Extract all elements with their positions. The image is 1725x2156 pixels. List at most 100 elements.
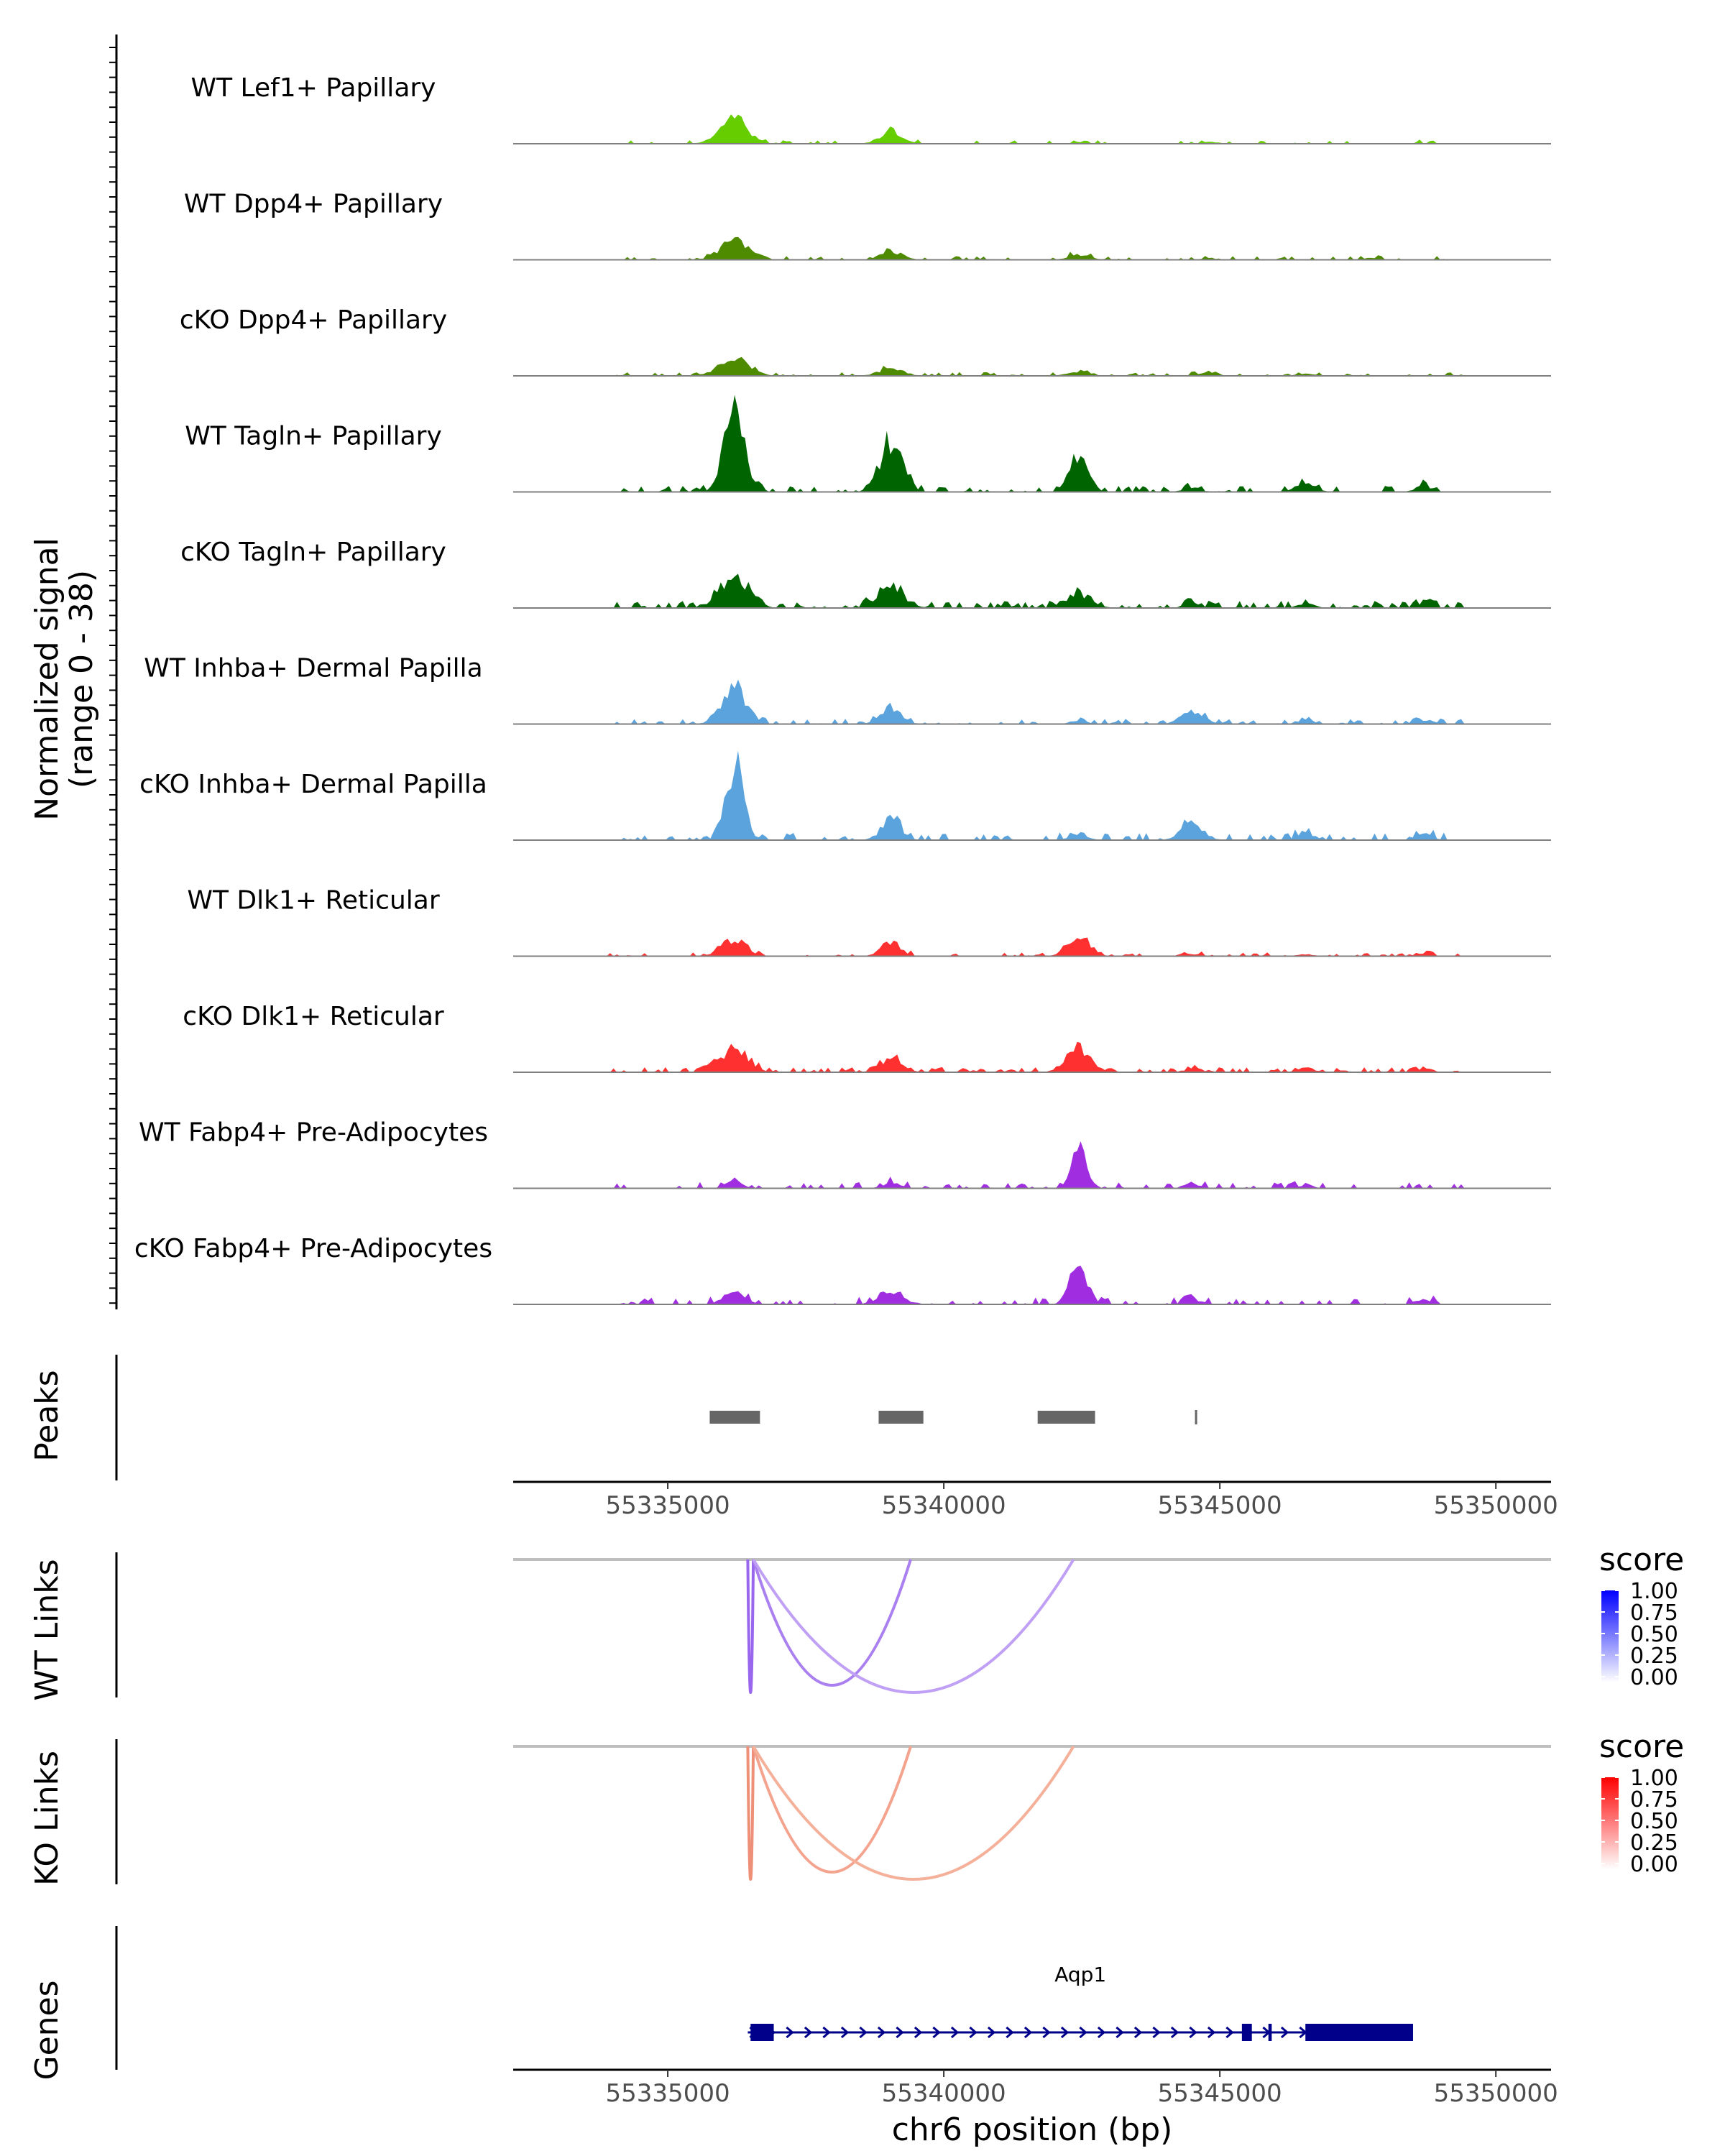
score-legends: score1.000.750.500.250.00score1.000.750.… bbox=[1599, 1542, 1684, 1877]
coverage-track-label: cKO Dpp4+ Papillary bbox=[180, 305, 447, 335]
coverage-track-label: cKO Tagln+ Papillary bbox=[180, 538, 446, 567]
strand-arrow bbox=[1024, 2026, 1033, 2039]
strand-arrow bbox=[1170, 2026, 1179, 2039]
gene-name-label: Aqp1 bbox=[1054, 1963, 1106, 1986]
coverage-track-label: WT Inhba+ Dermal Papilla bbox=[144, 654, 482, 683]
legend-colorbar bbox=[1601, 1777, 1619, 1869]
strand-arrow bbox=[1207, 2026, 1216, 2039]
coverage-track-label: cKO Inhba+ Dermal Papilla bbox=[139, 770, 487, 799]
x-axes: 55335000 55340000 55345000 5535000055335000… bbox=[513, 1480, 1558, 2108]
strand-arrow bbox=[896, 2026, 904, 2039]
gene-exon bbox=[750, 2024, 774, 2041]
coverage-track-label: WT Dpp4+ Papillary bbox=[184, 190, 443, 219]
genes-label: Genes bbox=[29, 1980, 65, 2080]
legend-tick-label: 0.25 bbox=[1630, 1830, 1678, 1856]
strand-arrow bbox=[1225, 2026, 1234, 2039]
peaks-label: Peaks bbox=[29, 1370, 65, 1461]
legend-tick-label: 0.00 bbox=[1630, 1852, 1678, 1877]
strand-arrow bbox=[859, 2026, 868, 2039]
strand-arrow bbox=[1097, 2026, 1106, 2039]
strand-arrow bbox=[932, 2026, 941, 2039]
legend-tick-label: 0.75 bbox=[1630, 1787, 1678, 1812]
strand-arrow bbox=[987, 2026, 996, 2039]
strand-arrow bbox=[1280, 2026, 1289, 2039]
ko-links-label: KO Links bbox=[29, 1751, 65, 1886]
peak-region bbox=[709, 1411, 760, 1424]
legend-title: score bbox=[1599, 1542, 1684, 1578]
strand-arrow bbox=[840, 2026, 850, 2039]
x-axis-tick-label: 55345000 bbox=[1158, 2079, 1282, 2108]
coverage-area bbox=[513, 395, 1551, 492]
coverage-tracks: WT Lef1+ Papillary WT Dpp4+ Papillary cKO … bbox=[109, 34, 1551, 1309]
legend-tick-label: 1.00 bbox=[1630, 1579, 1678, 1604]
x-axis-title: chr6 position (bp) bbox=[892, 2111, 1173, 2148]
coverage-track: WT Tagln+ Papillary bbox=[185, 395, 1551, 493]
strand-arrow bbox=[1079, 2026, 1087, 2039]
coverage-track: WT Dlk1+ Reticular bbox=[187, 886, 1551, 957]
legend-tick-label: 0.00 bbox=[1630, 1665, 1678, 1690]
strand-arrow bbox=[969, 2026, 978, 2039]
coverage-track: cKO Dpp4+ Papillary bbox=[180, 305, 1551, 377]
strand-arrow bbox=[1116, 2026, 1124, 2039]
coverage-track-label: WT Dlk1+ Reticular bbox=[187, 886, 439, 916]
coverage-track: cKO Dlk1+ Reticular bbox=[183, 1002, 1551, 1073]
legend-colorbar bbox=[1601, 1590, 1619, 1682]
coverage-area bbox=[513, 1266, 1551, 1304]
x-axis-genes: 55335000 55340000 55345000 55350000 bbox=[513, 2068, 1558, 2108]
coverage-track: WT Lef1+ Papillary bbox=[191, 73, 1551, 144]
strand-arrow bbox=[1006, 2026, 1014, 2039]
x-axis-peaks: 55335000 55340000 55345000 55350000 bbox=[513, 1480, 1558, 1520]
link-arc bbox=[752, 1745, 1075, 1881]
link-arc bbox=[746, 1746, 755, 1881]
coverage-area bbox=[513, 573, 1551, 608]
coverage-track: cKO Inhba+ Dermal Papilla bbox=[139, 750, 1551, 841]
x-axis-tick-label: 55340000 bbox=[882, 2079, 1006, 2108]
gene-model: Aqp1 bbox=[748, 1963, 1413, 2041]
peaks-track bbox=[115, 1355, 1197, 1480]
strand-arrow bbox=[1060, 2026, 1070, 2039]
wt-links-label: WT Links bbox=[29, 1559, 65, 1700]
coverage-track-label: cKO Fabp4+ Pre-Adipocytes bbox=[134, 1234, 492, 1263]
strand-arrow bbox=[1152, 2026, 1161, 2039]
strand-arrow bbox=[1042, 2026, 1051, 2039]
legend-tick-label: 0.75 bbox=[1630, 1600, 1678, 1626]
gene-exon bbox=[1241, 2024, 1252, 2041]
strand-arrow bbox=[804, 2026, 813, 2039]
strand-arrow bbox=[877, 2026, 886, 2039]
links-tracks bbox=[115, 1552, 1551, 1884]
x-axis-tick-label: 55350000 bbox=[1434, 1491, 1558, 1520]
link-arc bbox=[752, 1746, 912, 1874]
coverage-track: cKO Fabp4+ Pre-Adipocytes bbox=[134, 1234, 1551, 1305]
link-arc bbox=[752, 1559, 912, 1687]
gene-exon bbox=[1268, 2024, 1272, 2041]
link-arc bbox=[752, 1558, 1075, 1694]
legend-tick-label: 1.00 bbox=[1630, 1766, 1678, 1791]
coverage-ylabel-line2: (range 0 - 38) bbox=[63, 570, 100, 788]
coverage-ylabel-line1: Normalized signal bbox=[29, 538, 65, 821]
coverage-area bbox=[513, 937, 1551, 957]
coverage-area bbox=[513, 750, 1551, 840]
track-labels: Normalized signal (range 0 - 38) Peaks W… bbox=[29, 538, 1172, 2148]
coverage-track: WT Fabp4+ Pre-Adipocytes bbox=[139, 1118, 1551, 1189]
coverage-area bbox=[513, 1141, 1551, 1189]
x-axis-tick-label: 55345000 bbox=[1158, 1491, 1282, 1520]
coverage-track: WT Dpp4+ Papillary bbox=[184, 190, 1551, 261]
ko-links-track bbox=[115, 1739, 1551, 1884]
peak-region bbox=[1195, 1410, 1197, 1424]
x-axis-tick-label: 55340000 bbox=[882, 1491, 1006, 1520]
peak-region bbox=[878, 1411, 924, 1424]
coverage-track-label: WT Tagln+ Papillary bbox=[185, 422, 442, 451]
coverage-track-label: WT Lef1+ Papillary bbox=[191, 73, 436, 103]
gene-exon bbox=[1305, 2024, 1413, 2041]
coverage-area bbox=[513, 679, 1551, 724]
genes-track: Aqp1 bbox=[115, 1926, 1413, 2070]
coverage-area bbox=[513, 356, 1551, 376]
wt-links-track bbox=[115, 1552, 1551, 1697]
strand-arrow bbox=[786, 2026, 794, 2039]
legend-tick-label: 0.50 bbox=[1630, 1622, 1678, 1647]
coverage-track: cKO Tagln+ Papillary bbox=[180, 538, 1551, 609]
coverage-track: WT Inhba+ Dermal Papilla bbox=[144, 654, 1551, 725]
